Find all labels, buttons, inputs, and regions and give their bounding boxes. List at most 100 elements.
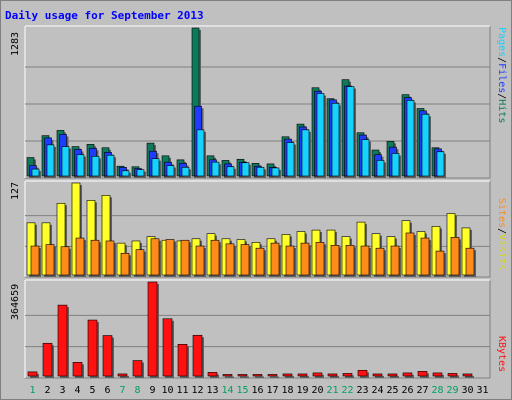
bar-kbytes-19: [297, 373, 308, 377]
bar-kbytes-30-shadow: [465, 375, 474, 378]
x-tick-label-19: 19: [296, 385, 308, 396]
x-tick-label-10: 10: [161, 385, 173, 396]
bar-pages-10: [166, 165, 175, 177]
bar-kbytes-22-shadow: [345, 375, 354, 378]
bar-kbytes-7: [117, 373, 128, 377]
x-tick-label-28: 28: [431, 385, 443, 396]
bar-pages-18: [286, 142, 295, 177]
bar-kbytes-8: [132, 360, 143, 377]
bar-sites-8: [135, 249, 145, 276]
x-tick-label-11: 11: [176, 385, 188, 396]
bar-pages-13: [211, 161, 220, 177]
bar-kbytes-18-shadow: [285, 375, 294, 378]
bar-pages-12: [196, 129, 205, 177]
bar-kbytes-10: [162, 318, 173, 377]
bar-sites-23: [360, 245, 370, 276]
bar-kbytes-16-shadow: [255, 376, 264, 378]
bar-sites-22: [345, 244, 355, 276]
bar-sites-14: [225, 243, 235, 276]
bar-pages-5: [91, 156, 100, 177]
bar-kbytes-26: [402, 372, 413, 377]
x-tick-label-12: 12: [191, 385, 203, 396]
bar-kbytes-23: [357, 370, 368, 377]
bar-pages-8: [136, 169, 145, 177]
x-tick-label-27: 27: [416, 385, 428, 396]
x-tick-label-13: 13: [206, 385, 218, 396]
bar-kbytes-25-shadow: [390, 375, 399, 378]
bar-pages-1: [31, 168, 40, 177]
bar-pages-14: [226, 166, 235, 177]
bar-kbytes-13: [207, 372, 218, 377]
bar-pages-26: [406, 100, 415, 177]
bar-kbytes-26-shadow: [405, 374, 414, 378]
bar-sites-24: [375, 247, 385, 276]
x-tick-label-24: 24: [371, 385, 383, 396]
bar-sites-3: [60, 246, 70, 276]
bar-kbytes-25: [387, 373, 398, 377]
bar-sites-21: [330, 244, 340, 276]
bar-kbytes-14-shadow: [225, 376, 234, 378]
bar-kbytes-30: [462, 373, 473, 377]
bar-sites-27: [420, 237, 430, 276]
bar-pages-17: [271, 167, 280, 177]
bar-pages-11: [181, 167, 190, 177]
bar-sites-28: [435, 250, 445, 276]
bar-kbytes-3: [57, 304, 68, 377]
x-tick-label-9: 9: [149, 385, 155, 396]
bar-kbytes-4: [72, 362, 83, 377]
bar-sites-18: [285, 245, 295, 276]
x-tick-label-15: 15: [236, 385, 248, 396]
bar-sites-6: [105, 240, 115, 276]
bar-kbytes-12: [192, 334, 203, 377]
x-tick-label-8: 8: [134, 385, 140, 396]
bar-sites-9: [150, 238, 160, 276]
x-tick-label-29: 29: [446, 385, 458, 396]
x-tick-label-21: 21: [326, 385, 338, 396]
x-tick-label-7: 7: [119, 385, 125, 396]
bar-kbytes-16: [252, 374, 263, 377]
bar-kbytes-11: [177, 343, 188, 377]
bar-sites-2: [45, 244, 55, 276]
bar-kbytes-7-shadow: [120, 375, 129, 378]
bar-pages-15: [241, 162, 250, 177]
bar-sites-7: [120, 252, 130, 276]
bar-pages-21: [331, 103, 340, 177]
bar-sites-29: [450, 237, 460, 276]
bar-pages-28: [436, 151, 445, 177]
bar-kbytes-2: [42, 342, 53, 377]
bar-sites-12: [195, 245, 205, 276]
panel-2: [24, 279, 491, 379]
bar-kbytes-15-shadow: [240, 376, 249, 378]
bar-kbytes-9: [147, 281, 158, 377]
bar-pages-4: [76, 154, 85, 177]
bar-pages-23: [361, 139, 370, 177]
bar-pages-16: [256, 167, 265, 177]
bar-sites-1: [30, 245, 40, 276]
bar-pages-22: [346, 86, 355, 177]
bar-pages-24: [376, 160, 385, 177]
x-tick-label-18: 18: [281, 385, 293, 396]
bar-pages-2: [46, 144, 55, 177]
x-tick-label-6: 6: [104, 385, 110, 396]
bar-sites-25: [390, 245, 400, 276]
x-tick-label-25: 25: [386, 385, 398, 396]
bar-kbytes-29: [447, 373, 458, 377]
bar-kbytes-18: [282, 373, 293, 377]
bar-pages-25: [391, 153, 400, 177]
bar-sites-15: [240, 244, 250, 276]
bar-kbytes-6: [102, 335, 113, 377]
bar-sites-30: [465, 247, 475, 276]
chart-title: Daily usage for September 2013: [5, 9, 204, 22]
bar-sites-4: [75, 237, 85, 276]
x-tick-label-3: 3: [59, 385, 65, 396]
bar-kbytes-27: [417, 371, 428, 377]
bar-sites-20: [315, 242, 325, 276]
bar-sites-19: [300, 242, 310, 276]
x-tick-label-26: 26: [401, 385, 413, 396]
bar-sites-13: [210, 239, 220, 276]
bar-kbytes-19-shadow: [300, 375, 309, 378]
bar-pages-27: [421, 113, 430, 177]
x-tick-label-30: 30: [461, 385, 473, 396]
bar-sites-10: [165, 239, 175, 276]
